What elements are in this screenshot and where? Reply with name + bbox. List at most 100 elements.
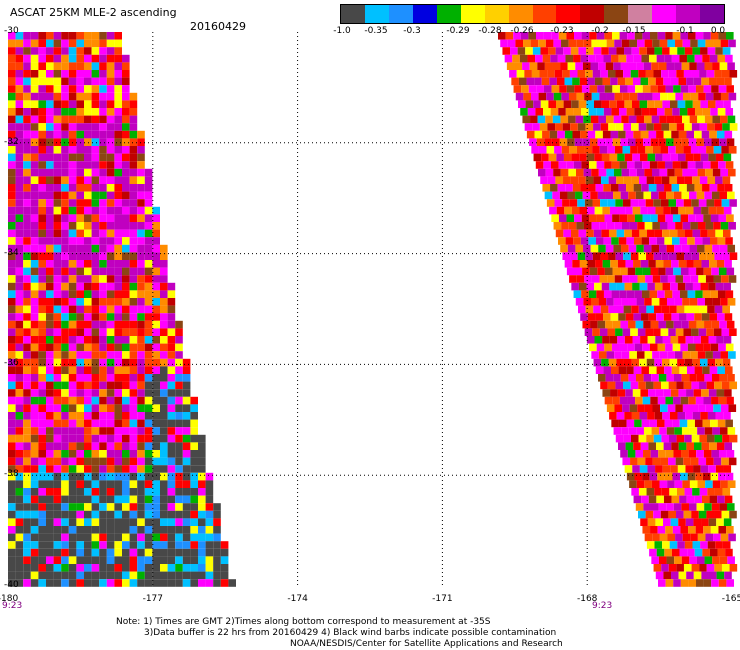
swath-cell: [23, 153, 31, 162]
swath-cell: [144, 419, 153, 428]
swath-cell: [23, 389, 31, 397]
swath-cell: [708, 77, 717, 86]
swath-cell: [598, 351, 607, 359]
swath-cell: [686, 495, 695, 504]
swath-cell: [597, 320, 606, 329]
swath-cell: [629, 275, 638, 283]
swath-cell: [622, 457, 631, 466]
swath-cell: [15, 510, 24, 519]
swath-cell: [650, 396, 658, 405]
swath-cell: [716, 336, 724, 344]
swath-cell: [606, 92, 615, 101]
swath-cell: [23, 427, 31, 435]
swath-cell: [84, 579, 92, 587]
swath-cell: [129, 252, 138, 260]
swath-cell: [46, 427, 54, 435]
swath-cell: [680, 85, 689, 93]
swath-cell: [682, 168, 691, 177]
swath-cell: [708, 206, 717, 215]
swath-cell: [76, 571, 84, 580]
swath-cell: [589, 32, 597, 40]
swath-cell: [99, 153, 107, 162]
swath-cell: [558, 214, 567, 222]
swath-cell: [190, 533, 198, 542]
swath-cell: [76, 191, 84, 200]
swath-cell: [46, 518, 54, 526]
swath-cell: [611, 108, 620, 116]
swath-cell: [152, 465, 160, 473]
swath-cell: [649, 343, 658, 352]
swath-cell: [653, 434, 662, 443]
swath-cell: [661, 564, 669, 572]
swath-cell: [694, 313, 702, 321]
swath-cell: [588, 108, 597, 116]
swath-cell: [68, 389, 77, 397]
swath-cell: [633, 313, 642, 321]
swath-cell: [728, 457, 737, 466]
swath-cell: [728, 275, 737, 283]
swath-cell: [182, 480, 191, 488]
swath-cell: [129, 434, 138, 443]
swath-cell: [558, 32, 567, 40]
swath-cell: [91, 282, 100, 291]
swath-cell: [626, 237, 635, 245]
swath-cell: [692, 176, 700, 184]
swath-cell: [84, 328, 92, 336]
swath-cell: [608, 47, 617, 55]
swath-cell: [91, 358, 100, 367]
swath-cell: [122, 138, 130, 146]
swath-cell: [106, 244, 115, 253]
swath-cell: [656, 184, 665, 192]
time-left: 9:23: [2, 601, 23, 611]
swath-cell: [61, 328, 69, 336]
swath-cell: [582, 138, 590, 146]
swath-cell: [718, 526, 727, 534]
swath-cell: [681, 427, 690, 435]
swath-cell: [15, 495, 24, 504]
swath-cell: [91, 541, 100, 549]
swath-cell: [53, 366, 62, 374]
swath-cell: [647, 153, 656, 162]
swath-cell: [557, 184, 566, 192]
swath-cell: [634, 419, 642, 428]
swath-cell: [571, 100, 579, 108]
swath-cell: [30, 503, 39, 511]
swath-cell: [91, 161, 100, 169]
swath-cell: [23, 39, 31, 48]
swath-cell: [705, 222, 714, 230]
swath-cell: [46, 138, 54, 146]
swath-cell: [658, 579, 666, 587]
swath-cell: [635, 450, 644, 458]
swath-cell: [15, 548, 24, 557]
swath-cell: [61, 518, 69, 526]
swath-cell: [697, 480, 706, 488]
swath-cell: [15, 343, 24, 352]
swath-cell: [205, 579, 214, 587]
swath-cell: [569, 146, 577, 154]
swath-cell: [631, 358, 640, 367]
swath-cell: [621, 115, 629, 124]
swath-cell: [719, 244, 728, 253]
swath-cell: [653, 199, 661, 207]
swath-cell: [602, 260, 611, 268]
swath-cell: [15, 480, 24, 488]
swath-cell: [175, 556, 183, 564]
swath-cell: [76, 351, 84, 359]
swath-cell: [175, 351, 183, 359]
swath-cell: [129, 526, 138, 534]
swath-cell: [707, 412, 716, 420]
swath-cell: [114, 39, 122, 48]
swath-cell: [595, 184, 604, 192]
swath-cell: [8, 389, 16, 397]
swath-cell: [728, 168, 736, 177]
swath-cell: [198, 526, 206, 534]
swath-cell: [152, 313, 160, 321]
swath-cell: [713, 533, 721, 542]
swath-cell: [23, 54, 31, 63]
swath-cell: [91, 366, 100, 374]
swath-cell: [608, 176, 617, 184]
swath-cell: [719, 62, 728, 70]
swath-cell: [648, 77, 656, 86]
swath-cell: [681, 138, 689, 146]
swath-cell: [76, 480, 84, 488]
